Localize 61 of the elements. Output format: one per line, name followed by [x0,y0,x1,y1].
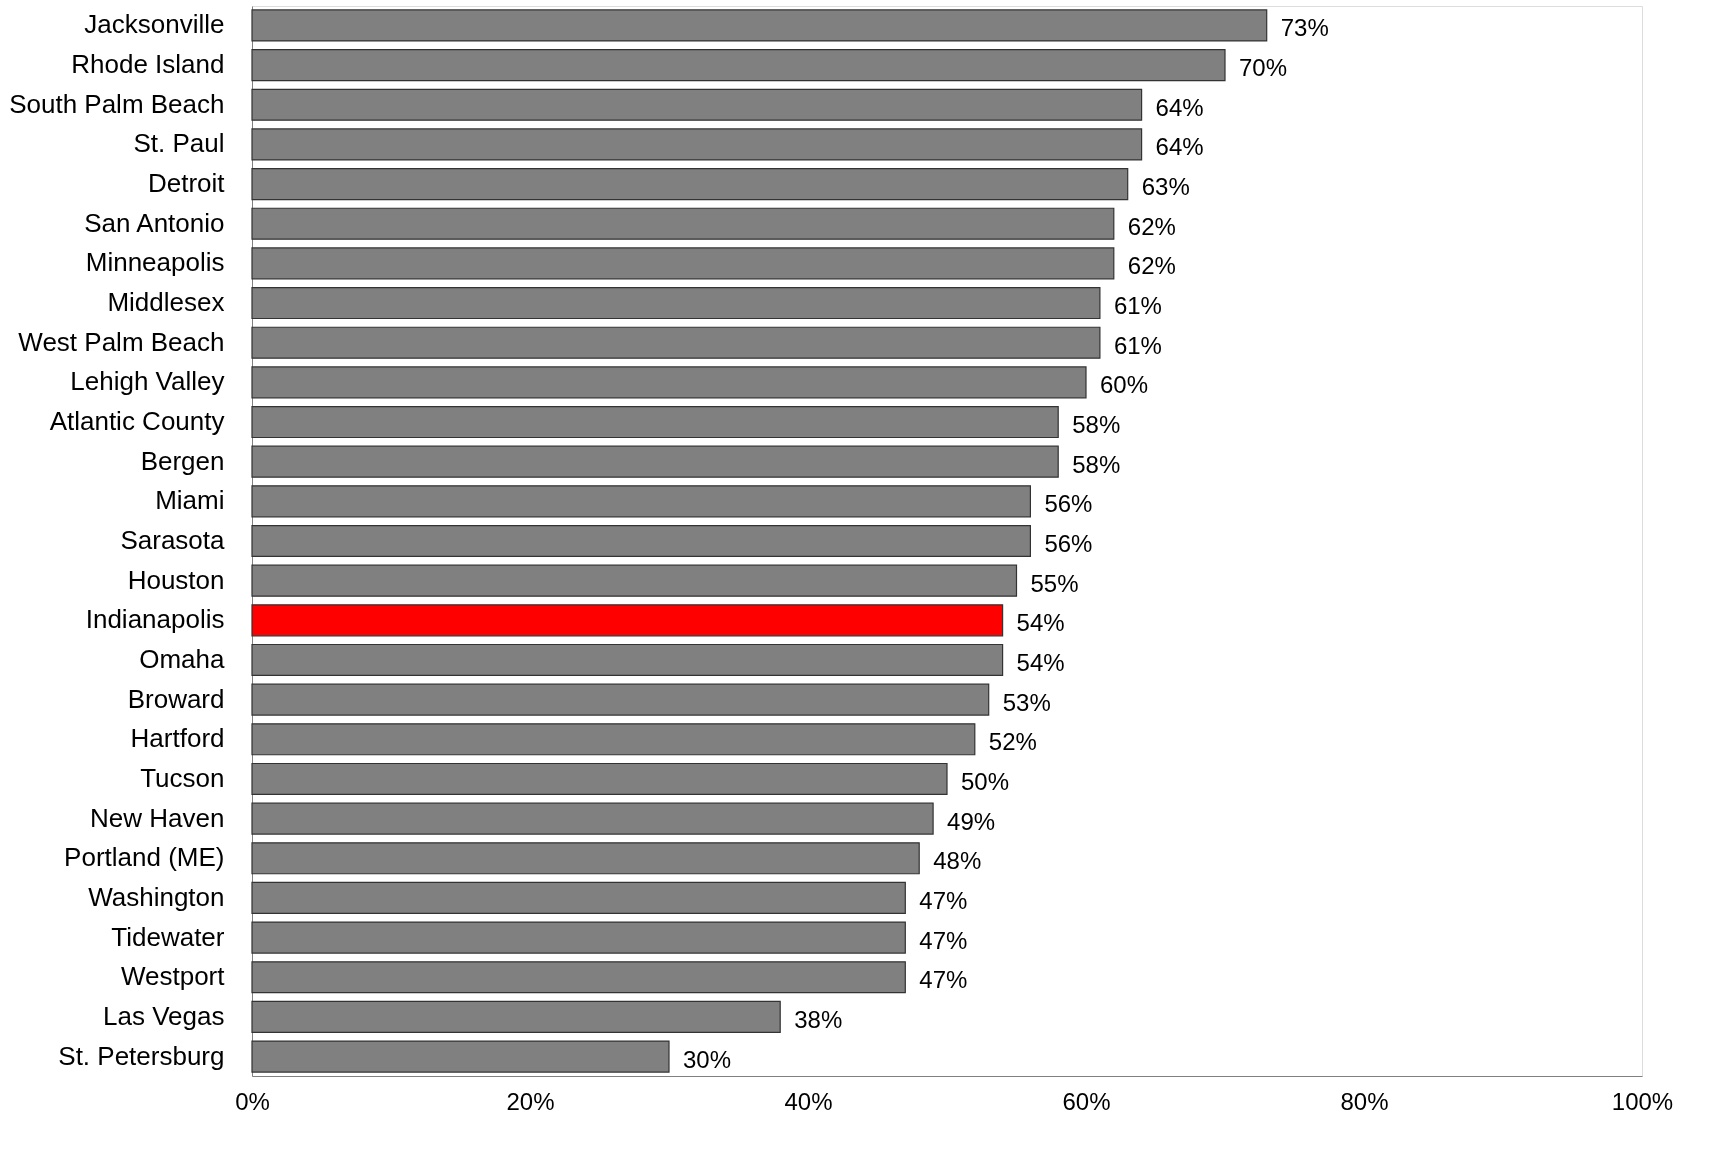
data-label: 63% [1141,173,1190,201]
y-tick-label: St. Petersburg [58,1040,225,1071]
data-label: 52% [988,728,1037,756]
data-label: 73% [1280,14,1329,42]
data-label: 55% [1030,569,1079,597]
data-label: 62% [1127,212,1176,240]
y-tick-label: San Antonio [84,207,225,238]
data-label: 47% [919,926,968,954]
data-label: 61% [1113,292,1162,320]
y-tick-label: Westport [120,961,226,992]
y-tick-label: Indianapolis [85,604,225,635]
y-tick-label: Tucson [140,762,225,793]
data-label: 38% [794,1005,843,1033]
y-tick-label: Washington [88,881,225,912]
y-tick-label: Detroit [147,168,226,199]
x-tick-label: 80% [1340,1087,1389,1115]
y-tick-label: Rhode Island [71,49,225,80]
data-label: 53% [1002,688,1051,716]
data-label: 58% [1072,450,1121,478]
y-tick-label: Las Vegas [103,1000,225,1031]
data-label: 62% [1127,252,1176,280]
y-tick-label: Houston [127,564,225,595]
x-tick-label: 0% [235,1087,270,1115]
y-tick-label: West Palm Beach [18,326,225,357]
data-label: 54% [1016,609,1065,637]
y-tick-label: Omaha [139,643,226,674]
x-tick-label: 20% [506,1087,555,1115]
data-label: 64% [1155,93,1204,121]
y-tick-label: Broward [127,683,225,714]
data-label: 56% [1044,490,1093,518]
x-tick-label: 100% [1611,1087,1674,1115]
data-label: 30% [683,1045,732,1073]
y-tick-label: Atlantic County [49,406,225,437]
y-tick-label: Tidewater [111,921,225,952]
y-tick-label: Miami [155,485,225,516]
y-tick-label: New Haven [90,802,225,833]
y-tick-label: St. Paul [133,128,225,159]
data-label: 54% [1016,648,1065,676]
y-tick-label: Bergen [140,445,225,476]
data-label: 58% [1072,411,1121,439]
y-tick-label: Portland (ME) [64,842,225,873]
data-label: 64% [1155,133,1204,161]
y-tick-label: Sarasota [120,525,226,555]
x-tick-label: 40% [784,1087,833,1115]
bar [251,604,1004,637]
y-tick-label: South Palm Beach [9,88,225,119]
y-tick-label: Lehigh Valley [70,366,225,397]
y-tick-label: Hartford [130,723,225,754]
y-tick-label: Minneapolis [85,247,225,278]
data-label: 60% [1100,371,1149,399]
data-label: 49% [947,807,996,835]
data-label: 56% [1044,530,1093,557]
data-label: 48% [933,847,982,875]
data-label: 47% [919,886,968,914]
data-label: 47% [919,966,968,994]
y-tick-label: Jacksonville [84,9,225,40]
data-label: 70% [1239,54,1288,82]
data-label: 61% [1113,331,1162,359]
y-tick-label: Middlesex [107,287,225,318]
x-tick-label: 60% [1062,1087,1111,1115]
data-label: 50% [961,767,1010,795]
